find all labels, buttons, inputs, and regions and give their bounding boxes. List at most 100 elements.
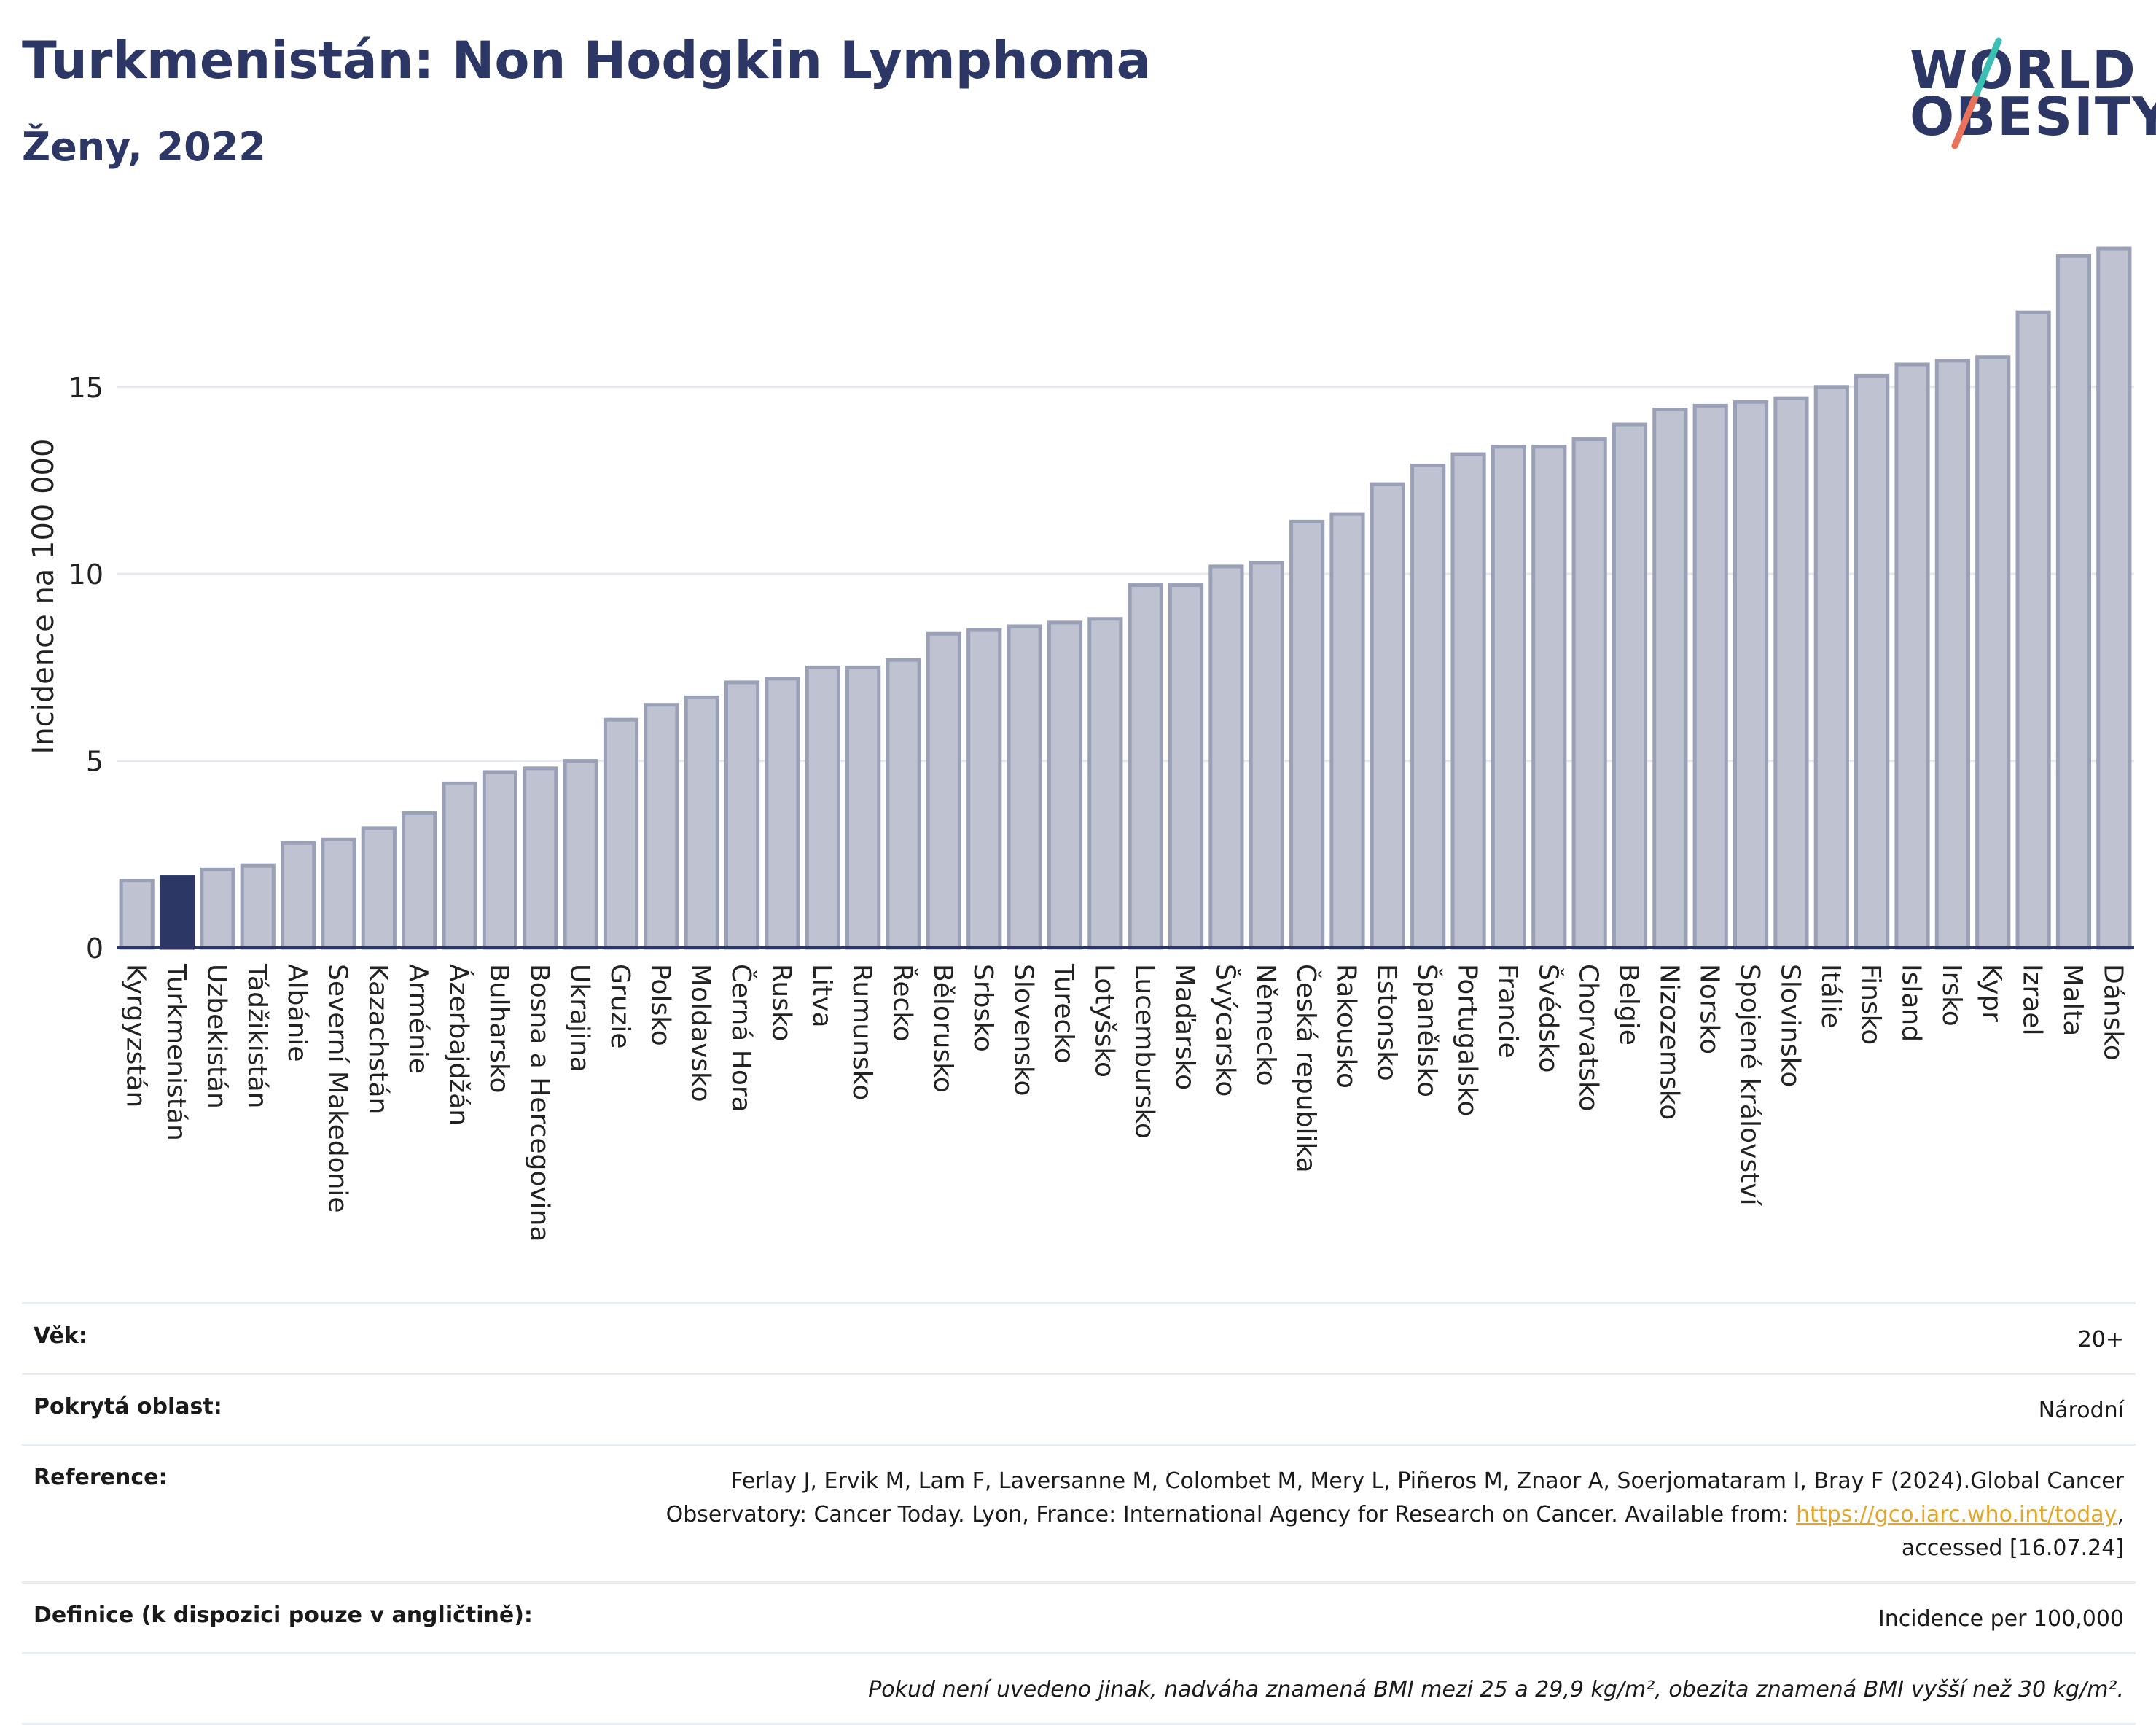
bar: [724, 680, 760, 950]
x-tick-label: Kyrgyzstán: [121, 964, 151, 1107]
x-tick-label: Švédsko: [1533, 964, 1563, 1073]
bar: [966, 628, 1002, 950]
x-tick-label: Belgie: [1614, 964, 1644, 1045]
bar: [200, 867, 235, 950]
bar: [563, 759, 598, 950]
bar-chart: 0 5 10 15 Kyrgyzstán Turkmenistán Uzbekistán Tá…: [69, 246, 2134, 1242]
bar: [2015, 310, 2051, 950]
x-tick-label: Ázerbajdžán: [444, 964, 474, 1126]
bar: [1249, 561, 1284, 950]
x-tick-label: Chorvatsko: [1574, 964, 1604, 1112]
bar: [1087, 617, 1123, 950]
info-table: Věk: 20+ Pokrytá oblast: Národní Referen…: [22, 1302, 2136, 1725]
x-tick-label: Černá Hora: [726, 964, 757, 1113]
x-tick-label: Německo: [1251, 964, 1281, 1086]
info-label: Reference:: [34, 1465, 168, 1490]
bar: [1692, 403, 1728, 950]
x-tick-label: Lotyšsko: [1089, 964, 1119, 1078]
x-tick-label: Albánie: [282, 964, 312, 1062]
bar: [281, 841, 316, 950]
x-tick-label: Bělorusko: [928, 964, 958, 1093]
x-tick-label: Norsko: [1695, 964, 1725, 1054]
bar: [1208, 564, 1244, 950]
bar: [240, 863, 276, 950]
bar: [523, 766, 558, 950]
x-tick-label: Turecko: [1049, 963, 1079, 1064]
page-title: Turkmenistán: Non Hodgkin Lymphoma: [22, 31, 1151, 90]
x-tick-label: Turkmenistán: [161, 963, 191, 1141]
bar: [926, 631, 961, 950]
bar: [1047, 620, 1083, 950]
bar: [1571, 437, 1607, 950]
x-tick-label: Španělsko: [1412, 964, 1442, 1097]
y-tick-label: 15: [69, 372, 103, 404]
x-tick-label: Slovensko: [1009, 964, 1039, 1097]
bar: [684, 695, 719, 950]
bar: [119, 879, 155, 950]
reference-text: Ferlay J, Ervik M, Lam F, Laversanne M, …: [630, 1465, 2124, 1565]
bar: [1450, 452, 1486, 950]
bar: [1168, 583, 1204, 950]
bar: [1007, 624, 1042, 950]
bar: [402, 811, 437, 950]
info-row-definition: Definice (k dispozici pouze v angličtině…: [22, 1581, 2136, 1652]
x-tick-label: Lucembursko: [1130, 964, 1160, 1139]
y-tick-label: 0: [86, 932, 103, 965]
x-tick-label: Řecko: [888, 964, 918, 1042]
x-tick-label: Malta: [2058, 964, 2087, 1036]
x-tick-label: Tádžikistán: [242, 963, 272, 1108]
bar: [1733, 400, 1769, 950]
x-tick-label: Ukrajina: [565, 964, 595, 1072]
bar: [1370, 482, 1405, 950]
x-tick-label: Francie: [1493, 964, 1523, 1059]
logo-line1: WORLD: [1910, 39, 2137, 101]
x-tick-label: Švýcarsko: [1210, 964, 1241, 1097]
x-tick-label: Litva: [807, 964, 837, 1028]
page-subtitle: Ženy, 2022: [22, 124, 266, 170]
info-row-age: Věk: 20+: [22, 1302, 2136, 1373]
bar: [1934, 359, 1970, 950]
bar: [1410, 463, 1446, 950]
bar: [442, 781, 477, 950]
x-tick-label: Moldavsko: [686, 964, 716, 1102]
bar: [1491, 445, 1527, 950]
info-label: Pokrytá oblast:: [34, 1394, 222, 1420]
info-row-coverage: Pokrytá oblast: Národní: [22, 1373, 2136, 1444]
y-tick-label: 5: [86, 746, 103, 778]
bar: [805, 665, 840, 950]
footnote: Pokud není uvedeno jinak, nadváha znamen…: [868, 1677, 2124, 1702]
world-obesity-logo: WORLD OBESITY: [1895, 22, 2156, 153]
bar: [1773, 396, 1809, 950]
x-tick-label: Portugalsko: [1453, 964, 1483, 1116]
bar: [1329, 512, 1365, 950]
logo-slash-icon: [1951, 37, 2002, 149]
bar: [1531, 445, 1567, 950]
bar: [1975, 355, 2011, 950]
x-tick-label: Gruzie: [605, 964, 635, 1049]
x-tick-label: Estonsko: [1372, 964, 1402, 1081]
x-tick-label: Maďarsko: [1170, 964, 1200, 1090]
bar: [1854, 373, 1890, 950]
bar: [321, 837, 356, 950]
x-tick-label: Island: [1897, 964, 1926, 1042]
reference-link[interactable]: https://gco.iarc.who.int/today: [1796, 1502, 2117, 1527]
bar: [1612, 422, 1648, 950]
bar: [361, 826, 397, 950]
x-tick-label: Bulharsko: [484, 964, 514, 1094]
x-tick-label: Rumunsko: [847, 964, 877, 1100]
x-tick-label: Polsko: [645, 964, 675, 1046]
x-tick-label: Severní Makedonie: [322, 964, 352, 1213]
reference-accessed: , accessed [16.07.24]: [1901, 1502, 2124, 1561]
x-tick-label: Finsko: [1856, 964, 1886, 1045]
x-tick-label: Arménie: [403, 964, 433, 1074]
bar: [2096, 246, 2132, 950]
bar: [482, 770, 518, 950]
x-tick-label: Česká republika: [1291, 964, 1321, 1173]
x-tick-label: Bosna a Hercegovina: [524, 964, 554, 1242]
bar: [765, 677, 800, 950]
x-tick-label: Nizozemsko: [1654, 964, 1684, 1120]
logo-line2: OBESITY: [1910, 86, 2156, 147]
bar: [1128, 583, 1163, 950]
x-tick-label: Dánsko: [2098, 964, 2128, 1061]
bar: [1813, 385, 1849, 950]
